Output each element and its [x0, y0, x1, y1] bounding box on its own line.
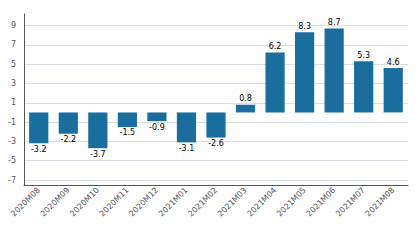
svg-text:-1.5: -1.5	[120, 128, 136, 137]
svg-text:-3.2: -3.2	[31, 145, 47, 154]
svg-text:-1: -1	[8, 118, 16, 127]
svg-text:2021M05: 2021M05	[275, 186, 308, 219]
svg-text:6.2: 6.2	[269, 42, 282, 51]
svg-text:2021M07: 2021M07	[334, 186, 367, 219]
svg-text:5.3: 5.3	[357, 51, 370, 60]
svg-text:2021M02: 2021M02	[186, 186, 219, 219]
svg-text:2021M01: 2021M01	[157, 186, 190, 219]
svg-text:2021M06: 2021M06	[305, 186, 338, 219]
svg-text:2020M09: 2020M09	[39, 186, 72, 219]
svg-text:-0.9: -0.9	[149, 123, 165, 132]
svg-text:7: 7	[11, 40, 16, 49]
svg-text:-7: -7	[8, 176, 16, 185]
svg-text:8.7: 8.7	[328, 18, 341, 27]
svg-text:2021M04: 2021M04	[245, 186, 278, 219]
svg-text:-3: -3	[8, 137, 16, 146]
svg-text:-3.7: -3.7	[90, 150, 106, 159]
svg-text:-2.2: -2.2	[60, 135, 76, 144]
svg-text:2020M08: 2020M08	[9, 186, 42, 219]
svg-text:2021M03: 2021M03	[216, 186, 249, 219]
svg-text:4.6: 4.6	[387, 58, 400, 67]
svg-text:2020M12: 2020M12	[127, 186, 160, 219]
svg-text:0.8: 0.8	[239, 94, 252, 103]
svg-text:2020M10: 2020M10	[68, 186, 101, 219]
svg-text:-2.6: -2.6	[208, 139, 224, 148]
svg-text:-3.1: -3.1	[179, 144, 195, 153]
svg-text:1: 1	[11, 98, 16, 107]
svg-text:5: 5	[11, 60, 16, 69]
svg-text:-5: -5	[8, 156, 16, 165]
svg-text:2021M08: 2021M08	[364, 186, 397, 219]
svg-text:8.3: 8.3	[298, 22, 311, 31]
svg-text:9: 9	[11, 21, 16, 30]
svg-text:3: 3	[11, 79, 16, 88]
svg-text:2020M11: 2020M11	[98, 186, 131, 219]
